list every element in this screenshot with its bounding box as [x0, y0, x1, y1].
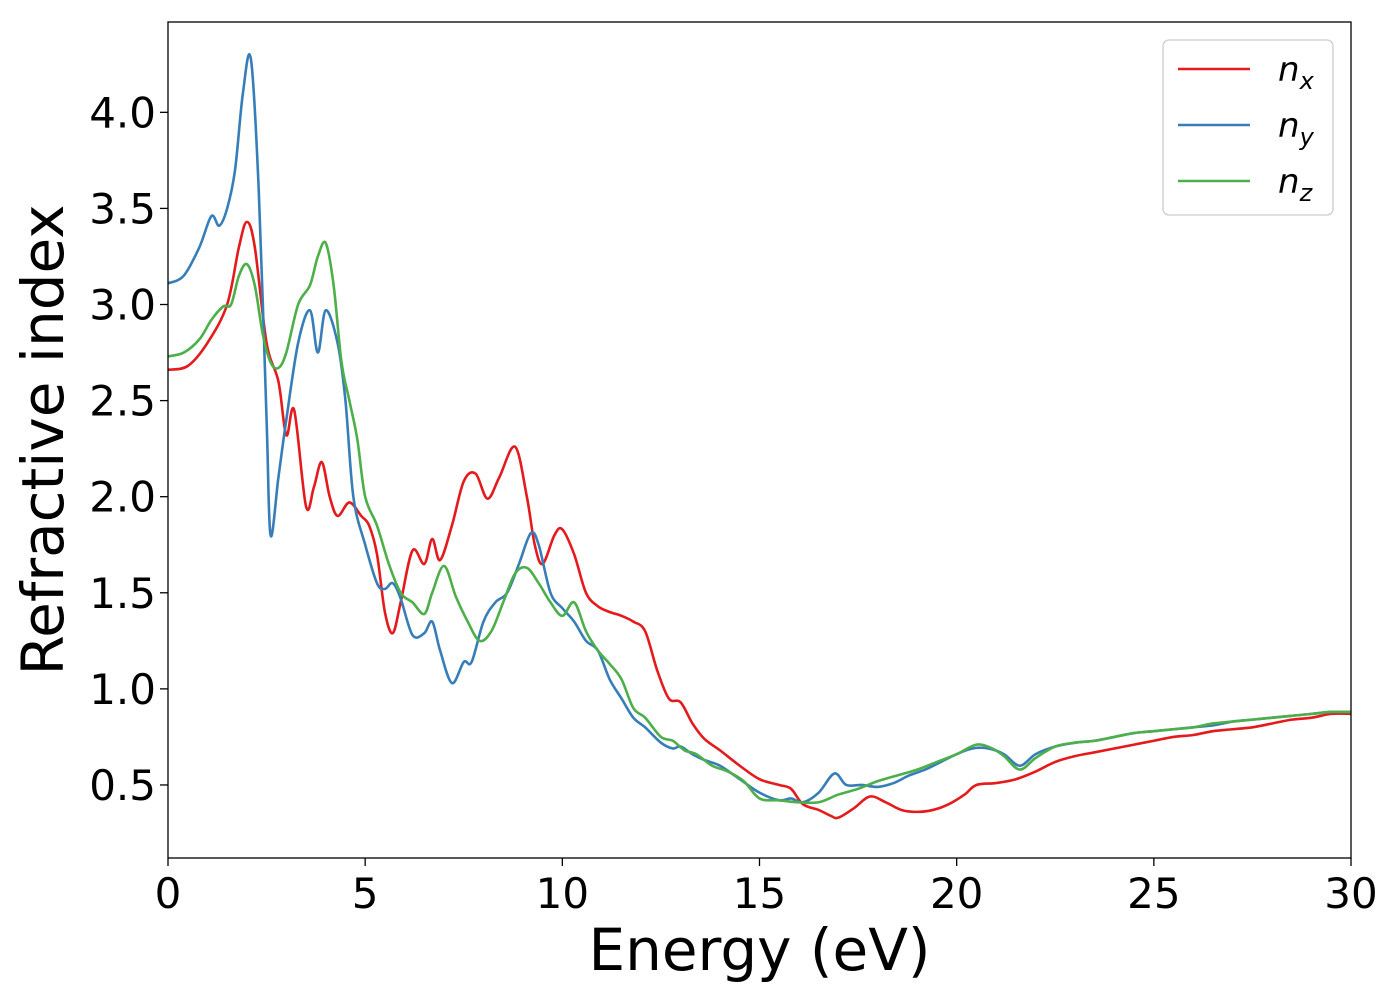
x-tick-label: 5 — [352, 869, 379, 918]
series-line-nx — [168, 220, 1351, 820]
legend-label-nx: nx — [1278, 50, 1315, 95]
y-tick-label: 2.5 — [89, 377, 156, 426]
legend-label-nz: nz — [1278, 162, 1314, 207]
legend-label-ny: ny — [1278, 106, 1315, 151]
y-axis-title: Refractive index — [9, 204, 77, 675]
x-axis-title: Energy (eV) — [588, 916, 930, 984]
legend-label-subscript: x — [1299, 67, 1315, 95]
legend-label-base: n — [1278, 106, 1300, 146]
y-tick-label: 4.0 — [89, 88, 156, 137]
legend-box — [1162, 39, 1334, 216]
series-layer — [168, 52, 1351, 820]
y-tick-label: 2.0 — [89, 473, 156, 522]
y-tick-label: 3.0 — [89, 281, 156, 330]
series-line-nz — [168, 240, 1351, 805]
x-tick-label: 0 — [155, 869, 182, 918]
y-tick-label: 0.5 — [89, 761, 156, 810]
legend-label-subscript: y — [1299, 123, 1315, 151]
x-tick-label: 25 — [1127, 869, 1180, 918]
x-tick-label: 10 — [536, 869, 589, 918]
legend-label-base: n — [1278, 50, 1300, 90]
legend-label-base: n — [1278, 162, 1300, 202]
y-axis: 0.5 1.0 1.5 2.0 2.5 3.0 3.5 4.0 — [89, 88, 168, 810]
x-tick-label: 15 — [733, 869, 786, 918]
x-tick-label: 30 — [1324, 869, 1377, 918]
y-tick-label: 1.5 — [89, 569, 156, 618]
x-tick-label: 20 — [930, 869, 983, 918]
y-tick-label: 3.5 — [89, 184, 156, 233]
y-tick-label: 1.0 — [89, 665, 156, 714]
x-axis: 0 5 10 15 20 25 30 — [155, 858, 1378, 918]
legend-label-subscript: z — [1299, 179, 1314, 207]
